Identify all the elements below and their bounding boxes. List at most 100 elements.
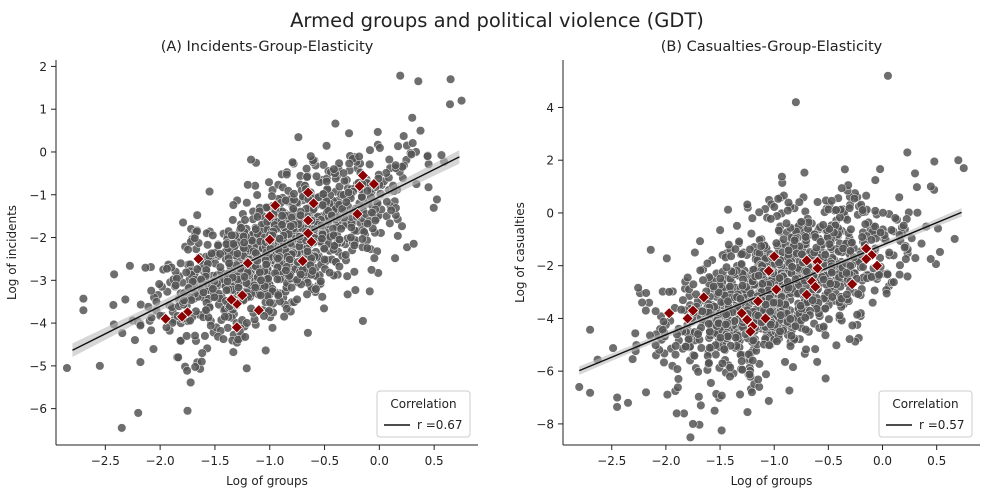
data-point [697, 306, 707, 316]
data-point [769, 298, 779, 308]
data-point [316, 276, 326, 286]
data-point [875, 164, 885, 174]
data-point [306, 151, 316, 161]
data-point [890, 213, 900, 223]
data-point [317, 234, 327, 244]
highlighted-point [307, 197, 320, 210]
data-point [227, 230, 237, 240]
data-point [215, 249, 225, 259]
highlighted-point [296, 254, 309, 268]
x-tick-label: −1.5 [200, 454, 229, 468]
data-point [690, 247, 700, 258]
data-point [731, 333, 741, 343]
y-tick-label: −4 [536, 312, 554, 326]
highlighted-point [662, 306, 676, 320]
data-point [409, 239, 419, 249]
data-point [824, 239, 834, 249]
data-point [133, 408, 143, 418]
data-point [296, 269, 306, 279]
data-point [820, 250, 830, 260]
data-point [208, 230, 218, 240]
legend-title: Correlation [390, 397, 456, 411]
data-point [339, 176, 350, 186]
highlighted-point [230, 321, 244, 334]
data-point [748, 335, 758, 345]
data-point [191, 306, 201, 316]
data-point [349, 240, 359, 250]
data-point [344, 159, 354, 169]
data-point [365, 145, 375, 155]
data-point [714, 287, 724, 297]
x-tick-label: −0.5 [814, 454, 843, 468]
data-point [754, 271, 764, 281]
data-point [827, 292, 837, 302]
data-point [774, 225, 784, 235]
data-point [256, 275, 266, 285]
data-point [190, 331, 200, 341]
data-point [858, 205, 868, 215]
data-point [860, 219, 870, 229]
data-point [689, 351, 699, 361]
data-point [286, 221, 296, 231]
data-point [393, 141, 403, 151]
highlighted-point [353, 180, 366, 193]
data-point [870, 206, 880, 216]
data-point [736, 259, 747, 269]
data-point [808, 295, 818, 305]
data-point [228, 239, 238, 249]
figure-title: Armed groups and political violence (GDT… [290, 9, 704, 32]
data-point [322, 141, 332, 151]
data-point [791, 97, 801, 107]
data-point [287, 283, 297, 293]
data-point [835, 311, 845, 321]
data-point [902, 271, 913, 281]
data-point [673, 374, 683, 384]
data-point [178, 217, 188, 228]
x-tick-label: −1.0 [760, 454, 789, 468]
data-point [154, 279, 164, 289]
highlighted-point [860, 252, 873, 266]
data-point [785, 314, 795, 324]
data-point [429, 203, 439, 213]
data-point [623, 398, 633, 408]
data-point [874, 270, 884, 280]
data-point [929, 156, 939, 167]
data-point [664, 287, 674, 297]
y-tick-label: 0 [546, 206, 554, 220]
highlighted-point [735, 306, 748, 320]
data-point [341, 250, 351, 260]
data-point [825, 279, 835, 289]
data-point [201, 305, 211, 315]
data-point [717, 358, 727, 368]
y-axis-label: Log of incidents [5, 205, 19, 300]
data-point [748, 355, 758, 366]
data-point [288, 157, 298, 167]
data-point [704, 319, 714, 329]
data-point [109, 269, 119, 279]
data-point [62, 363, 72, 373]
data-point [861, 191, 871, 201]
data-point [672, 408, 682, 418]
data-point [878, 208, 888, 218]
data-point [883, 71, 893, 81]
data-point [344, 128, 354, 138]
data-point [870, 222, 880, 232]
data-point [358, 316, 368, 326]
regression-line [72, 156, 460, 351]
data-point [771, 238, 781, 248]
data-point [608, 343, 618, 353]
data-point [849, 193, 860, 204]
data-point [820, 303, 830, 314]
data-point [197, 357, 207, 367]
data-point [691, 289, 701, 299]
data-point [875, 227, 886, 237]
highlighted-point [740, 313, 754, 326]
data-point [334, 182, 345, 192]
data-point [228, 347, 238, 357]
data-point [766, 214, 776, 224]
highlighted-point [356, 169, 370, 182]
data-point [742, 407, 753, 417]
x-tick-label: 0.5 [425, 454, 444, 468]
data-point [753, 374, 763, 385]
x-tick-label: −2.0 [146, 454, 175, 468]
